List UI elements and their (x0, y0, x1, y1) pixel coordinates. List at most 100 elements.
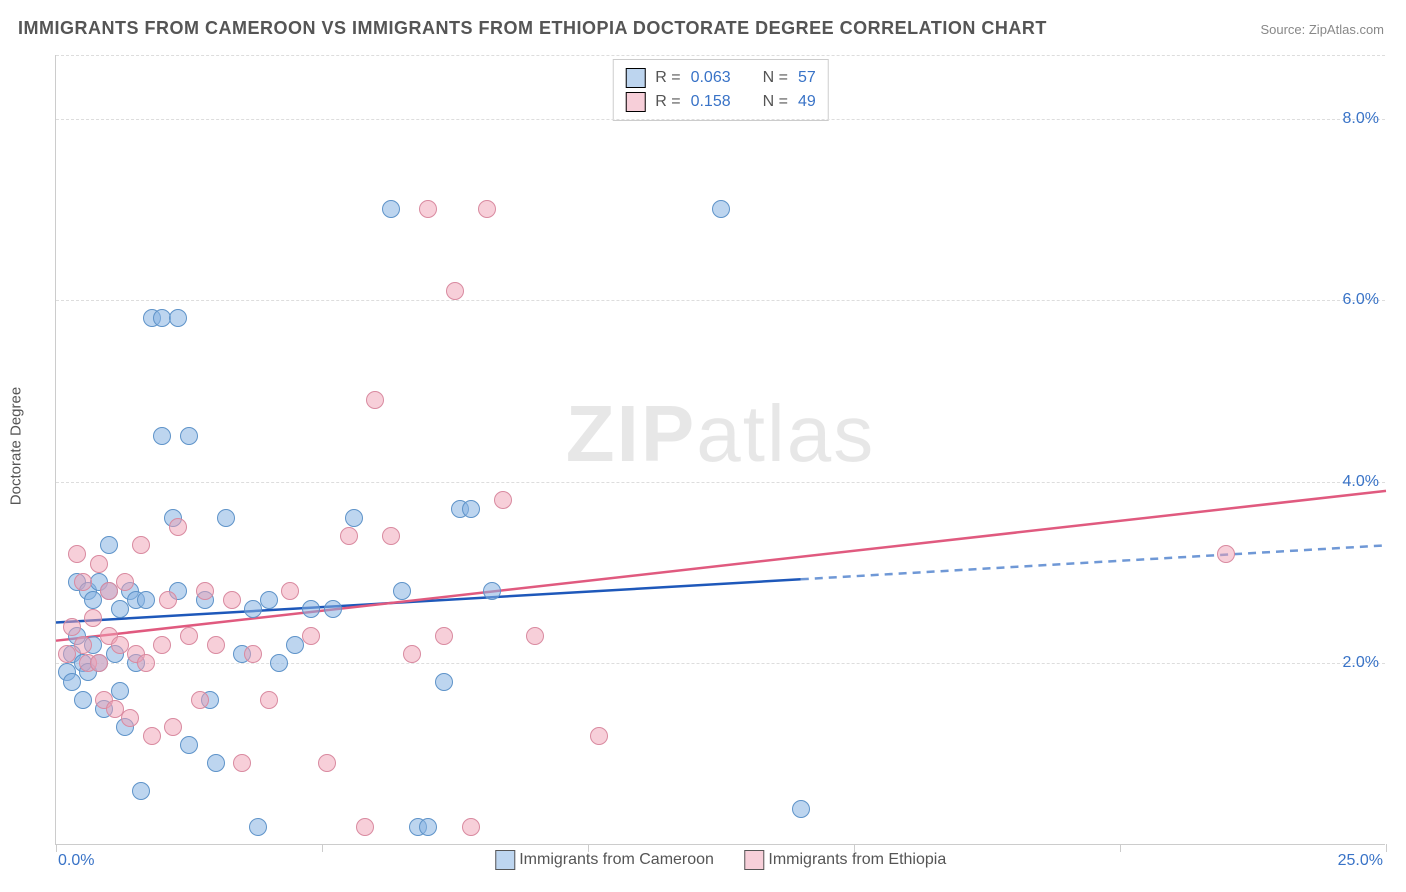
y-tick-label: 8.0% (1343, 110, 1379, 128)
data-point (63, 618, 81, 636)
legend-swatch-pink (744, 850, 764, 870)
x-max-label: 25.0% (1338, 852, 1383, 870)
data-point (207, 636, 225, 654)
data-point (419, 200, 437, 218)
data-point (260, 691, 278, 709)
data-point (260, 591, 278, 609)
chart-plot-area: ZIPatlas R = 0.063 N = 57 R = 0.158 N = … (55, 55, 1385, 845)
x-tick (588, 844, 589, 852)
trend-lines-layer (56, 55, 1385, 844)
data-point (180, 627, 198, 645)
y-tick-label: 6.0% (1343, 291, 1379, 309)
data-point (366, 391, 384, 409)
source-attribution: Source: ZipAtlas.com (1260, 22, 1384, 37)
data-point (111, 682, 129, 700)
legend-swatch-blue (495, 850, 515, 870)
data-point (382, 527, 400, 545)
data-point (345, 509, 363, 527)
data-point (494, 491, 512, 509)
data-point (207, 754, 225, 772)
legend-row-cameroon: R = 0.063 N = 57 (625, 66, 816, 90)
data-point (270, 654, 288, 672)
r-label: R = (655, 69, 680, 87)
data-point (121, 709, 139, 727)
legend-swatch-pink (625, 92, 645, 112)
data-point (68, 545, 86, 563)
data-point (169, 309, 187, 327)
gridline-h (56, 119, 1385, 120)
x-tick (854, 844, 855, 852)
data-point (281, 582, 299, 600)
n-label: N = (763, 93, 788, 111)
legend-label-ethiopia: Immigrants from Ethiopia (768, 851, 946, 868)
data-point (132, 782, 150, 800)
data-point (403, 645, 421, 663)
series-legend: Immigrants from Cameroon Immigrants from… (495, 850, 946, 870)
data-point (116, 573, 134, 591)
data-point (180, 736, 198, 754)
n-label: N = (763, 69, 788, 87)
data-point (100, 536, 118, 554)
data-point (84, 609, 102, 627)
data-point (74, 573, 92, 591)
data-point (1217, 545, 1235, 563)
data-point (419, 818, 437, 836)
x-tick (1120, 844, 1121, 852)
data-point (478, 200, 496, 218)
legend-label-cameroon: Immigrants from Cameroon (519, 851, 714, 868)
n-value-cameroon: 57 (798, 69, 816, 87)
gridline-h (56, 663, 1385, 664)
data-point (302, 600, 320, 618)
data-point (58, 645, 76, 663)
data-point (244, 645, 262, 663)
data-point (191, 691, 209, 709)
data-point (318, 754, 336, 772)
data-point (382, 200, 400, 218)
data-point (100, 582, 118, 600)
data-point (462, 818, 480, 836)
data-point (435, 673, 453, 691)
r-label: R = (655, 93, 680, 111)
data-point (223, 591, 241, 609)
data-point (217, 509, 235, 527)
data-point (153, 636, 171, 654)
data-point (244, 600, 262, 618)
data-point (712, 200, 730, 218)
data-point (393, 582, 411, 600)
x-tick (56, 844, 57, 852)
x-tick (322, 844, 323, 852)
data-point (356, 818, 374, 836)
data-point (143, 727, 161, 745)
trend-line (801, 545, 1386, 579)
trend-line (56, 491, 1386, 641)
data-point (63, 673, 81, 691)
data-point (164, 718, 182, 736)
r-value-cameroon: 0.063 (691, 69, 731, 87)
legend-swatch-blue (625, 68, 645, 88)
data-point (435, 627, 453, 645)
data-point (84, 591, 102, 609)
y-tick-label: 4.0% (1343, 473, 1379, 491)
data-point (137, 654, 155, 672)
data-point (169, 518, 187, 536)
data-point (286, 636, 304, 654)
data-point (483, 582, 501, 600)
data-point (446, 282, 464, 300)
data-point (462, 500, 480, 518)
data-point (180, 427, 198, 445)
data-point (132, 536, 150, 554)
legend-item-cameroon: Immigrants from Cameroon (495, 850, 714, 870)
n-value-ethiopia: 49 (798, 93, 816, 111)
data-point (340, 527, 358, 545)
x-tick (1386, 844, 1387, 852)
legend-item-ethiopia: Immigrants from Ethiopia (744, 850, 946, 870)
data-point (324, 600, 342, 618)
r-value-ethiopia: 0.158 (691, 93, 731, 111)
correlation-legend: R = 0.063 N = 57 R = 0.158 N = 49 (612, 59, 829, 121)
y-tick-label: 2.0% (1343, 654, 1379, 672)
data-point (90, 654, 108, 672)
data-point (137, 591, 155, 609)
y-axis-label: Doctorate Degree (8, 387, 25, 505)
data-point (233, 754, 251, 772)
data-point (302, 627, 320, 645)
